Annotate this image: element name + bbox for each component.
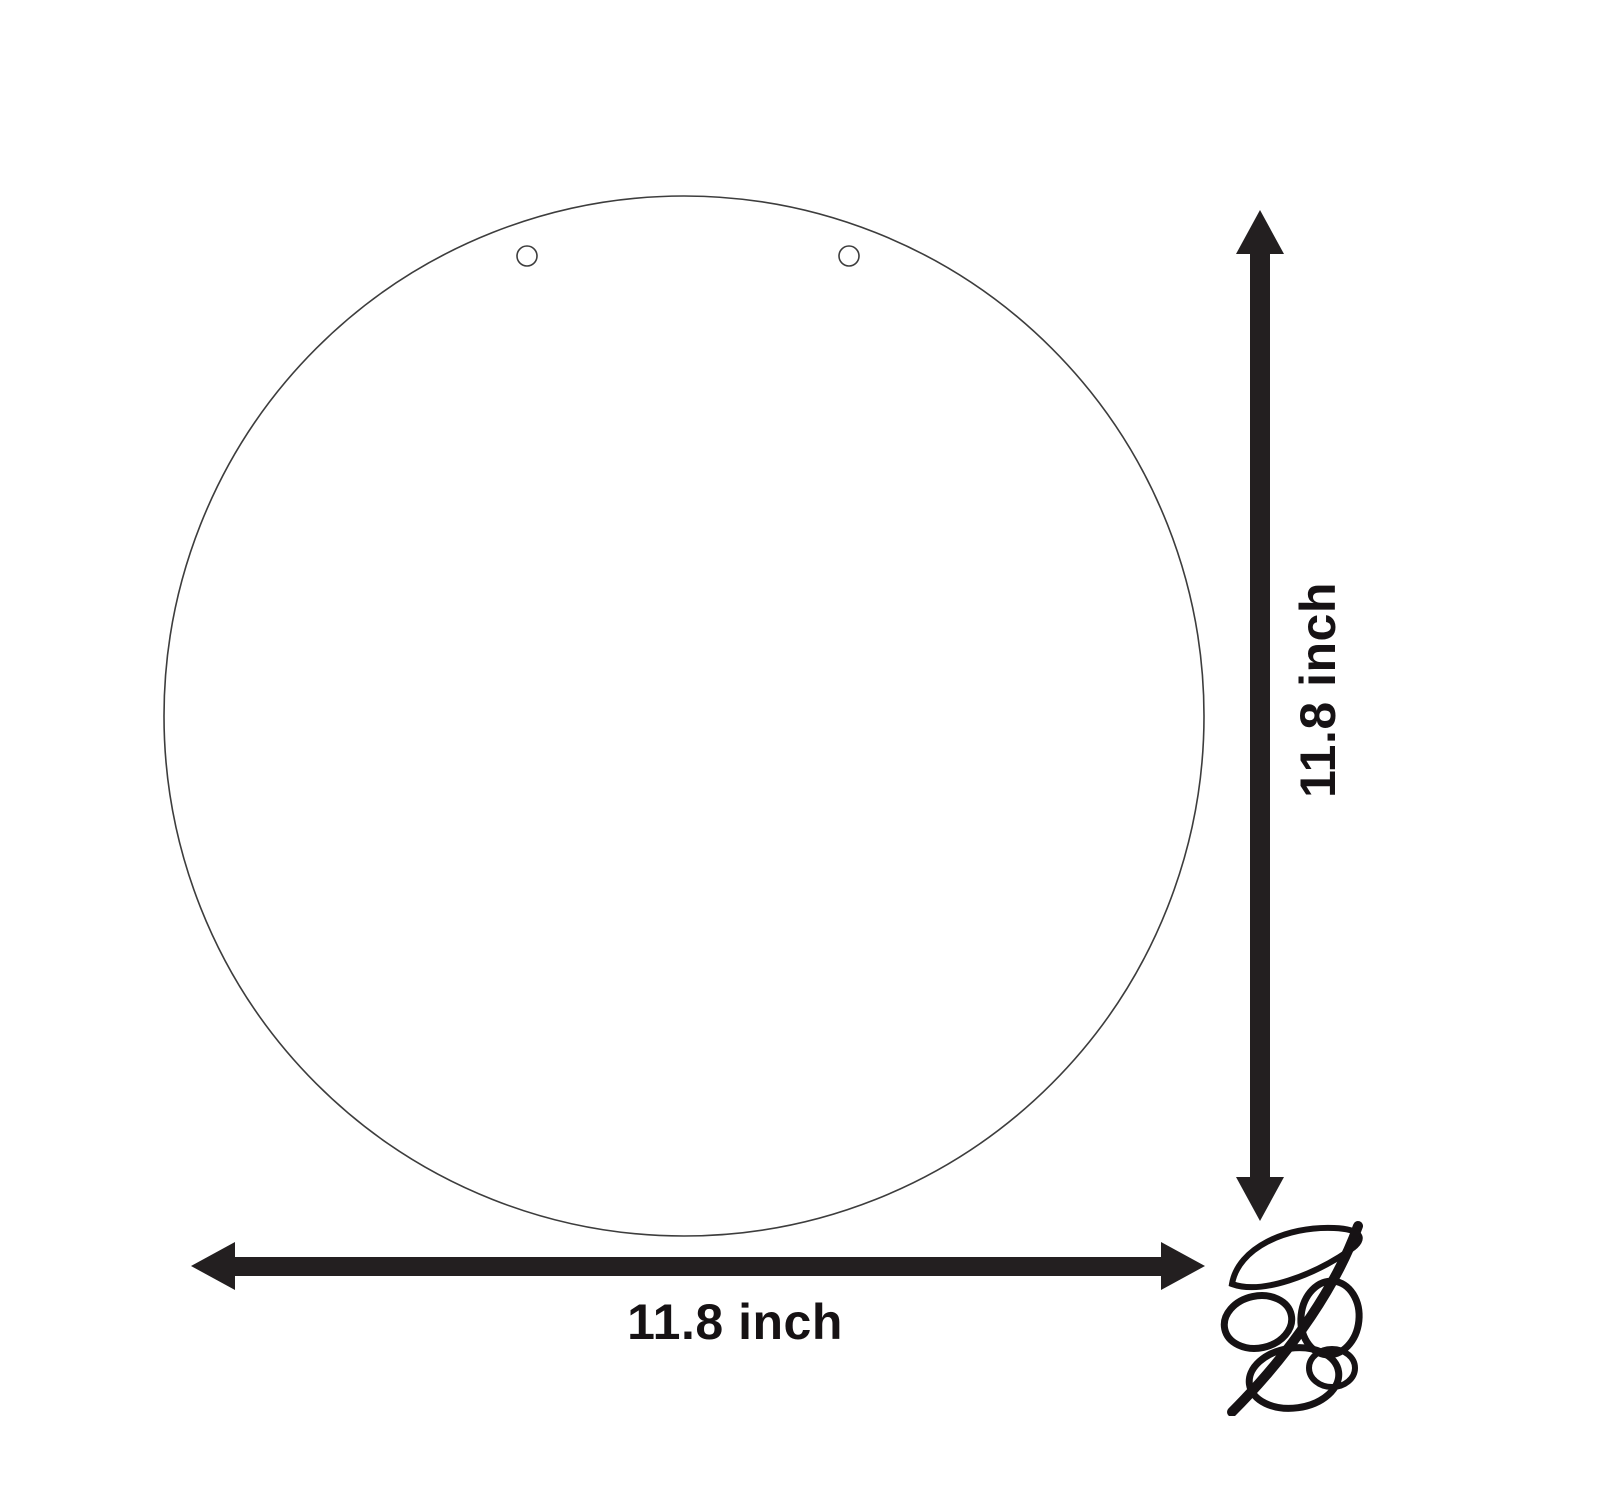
monogram-inner-bump (1306, 1346, 1358, 1390)
width-dimension-label: 11.8 inch (627, 1294, 843, 1350)
height-dimension-arrow (1236, 210, 1284, 1221)
arrow-down-icon (1236, 1177, 1284, 1221)
arrow-right-icon (1161, 1242, 1205, 1290)
width-dimension-arrow (191, 1242, 1205, 1290)
height-dimension-label: 11.8 inch (1290, 582, 1346, 798)
monogram-diagonal-stroke (1227, 1221, 1363, 1416)
hanging-hole-right (838, 245, 860, 267)
height-arrow-shaft (1250, 250, 1270, 1181)
hanging-hole-left (516, 245, 538, 267)
monogram-left-loop (1220, 1292, 1296, 1352)
arrow-left-icon (191, 1242, 235, 1290)
product-circle-outline (163, 195, 1205, 1237)
monogram-bottom-loop (1245, 1344, 1343, 1412)
arrow-up-icon (1236, 210, 1284, 254)
width-arrow-shaft (231, 1257, 1165, 1276)
brand-monogram-logo (1220, 1221, 1363, 1416)
